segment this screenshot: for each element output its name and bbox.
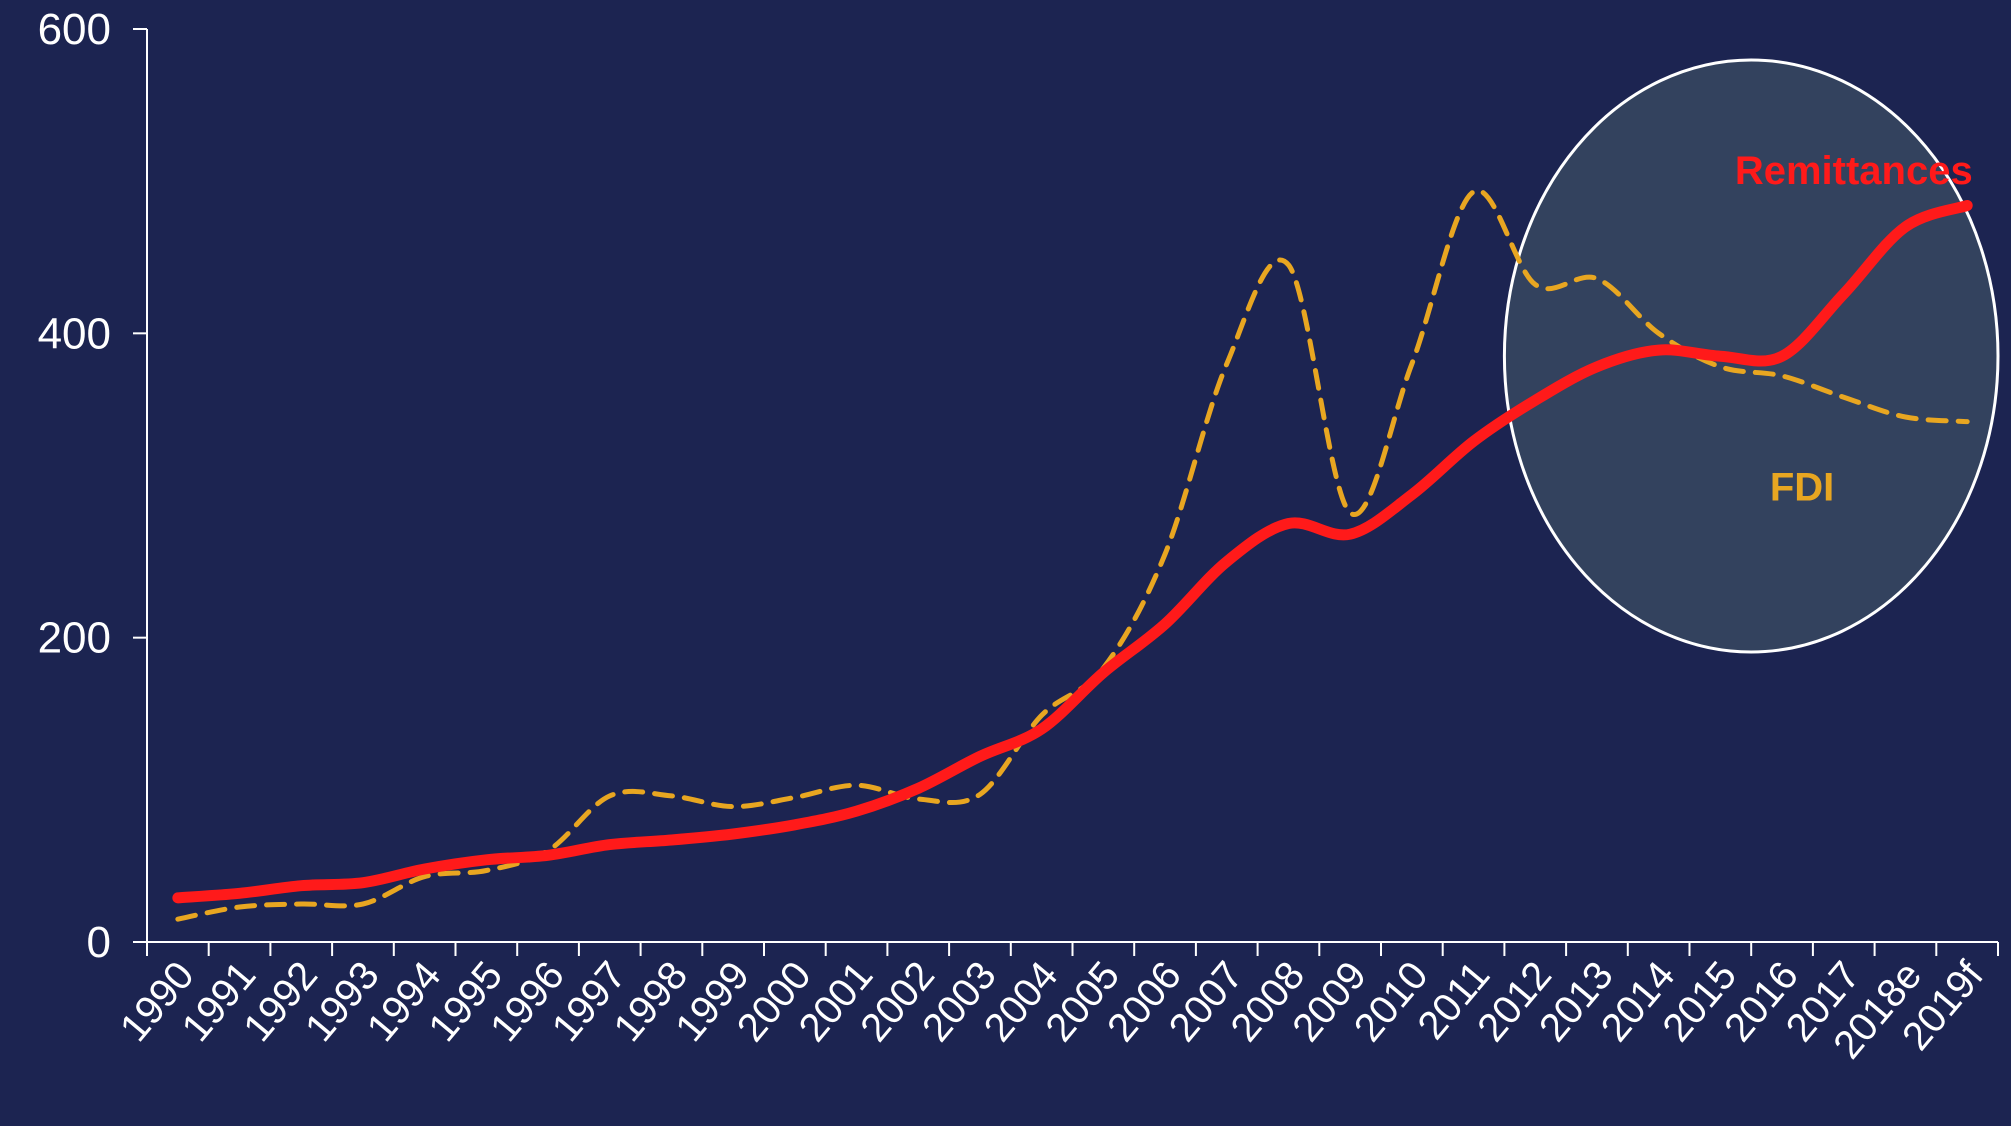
remittances-point	[1100, 670, 1106, 676]
fdi-point	[1532, 282, 1538, 288]
fdi-point	[607, 793, 613, 799]
fdi-point	[1285, 262, 1291, 268]
remittances-point	[545, 852, 551, 858]
remittances-point	[483, 857, 489, 863]
fdi-point	[915, 796, 921, 802]
fdi-point	[1964, 419, 1970, 425]
remittances-point	[668, 837, 674, 843]
remittances-point	[854, 808, 860, 814]
fdi-point	[483, 867, 489, 873]
remittances-point	[422, 866, 428, 872]
y-tick-label: 0	[87, 918, 111, 967]
remittances-line	[172, 200, 1973, 904]
remittances-point	[1594, 364, 1600, 370]
remittances-point	[1162, 621, 1168, 627]
fdi-point	[1039, 712, 1045, 718]
y-tick-label: 200	[38, 614, 111, 663]
remittances-point	[1409, 492, 1415, 498]
remittances-point	[1841, 291, 1847, 297]
remittances-point	[1964, 203, 1970, 209]
fdi-point	[175, 916, 181, 922]
fdi-point	[1409, 361, 1415, 367]
fdi-point	[792, 794, 798, 800]
fdi-point	[360, 901, 366, 907]
y-tick-label: 400	[38, 309, 111, 358]
remittances-point	[730, 831, 736, 837]
remittances-point	[1717, 353, 1723, 359]
fdi-point	[1717, 364, 1723, 370]
y-tick-label: 600	[38, 5, 111, 54]
remittances-point	[298, 883, 304, 889]
fdi-point	[1162, 551, 1168, 557]
fdi-point	[298, 901, 304, 907]
remittances-point	[607, 842, 613, 848]
remittances-point	[1656, 347, 1662, 353]
remittances-point	[1224, 559, 1230, 565]
remittances-point	[1285, 521, 1291, 527]
remittances-point	[915, 785, 921, 791]
remittances-point	[237, 890, 243, 896]
remittances-point	[360, 880, 366, 886]
fdi-point	[1841, 394, 1847, 400]
remittances-point	[1039, 726, 1045, 732]
remittances-point	[1471, 438, 1477, 444]
remittances-point	[1347, 531, 1353, 537]
series-layer	[172, 188, 1973, 922]
fdi-point	[977, 791, 983, 797]
fdi-point	[730, 804, 736, 810]
remittances-label: Remittances	[1735, 149, 1973, 193]
fdi-point	[1594, 276, 1600, 282]
fdi-point	[1902, 414, 1908, 420]
remittances-point	[1779, 353, 1785, 359]
fdi-point	[1656, 330, 1662, 336]
fdi-label: FDI	[1770, 466, 1834, 510]
fdi-point	[1471, 189, 1477, 195]
remittances-point	[1532, 397, 1538, 403]
fdi-point	[1779, 373, 1785, 379]
fdi-point	[1347, 510, 1353, 516]
fdi-point	[854, 782, 860, 788]
fdi-point	[1224, 361, 1230, 367]
remittances-point	[1902, 224, 1908, 230]
remittances-point	[977, 753, 983, 759]
fdi-point	[237, 904, 243, 910]
fdi-point	[668, 793, 674, 799]
remittances-point	[175, 895, 181, 901]
remittances-point	[792, 822, 798, 828]
